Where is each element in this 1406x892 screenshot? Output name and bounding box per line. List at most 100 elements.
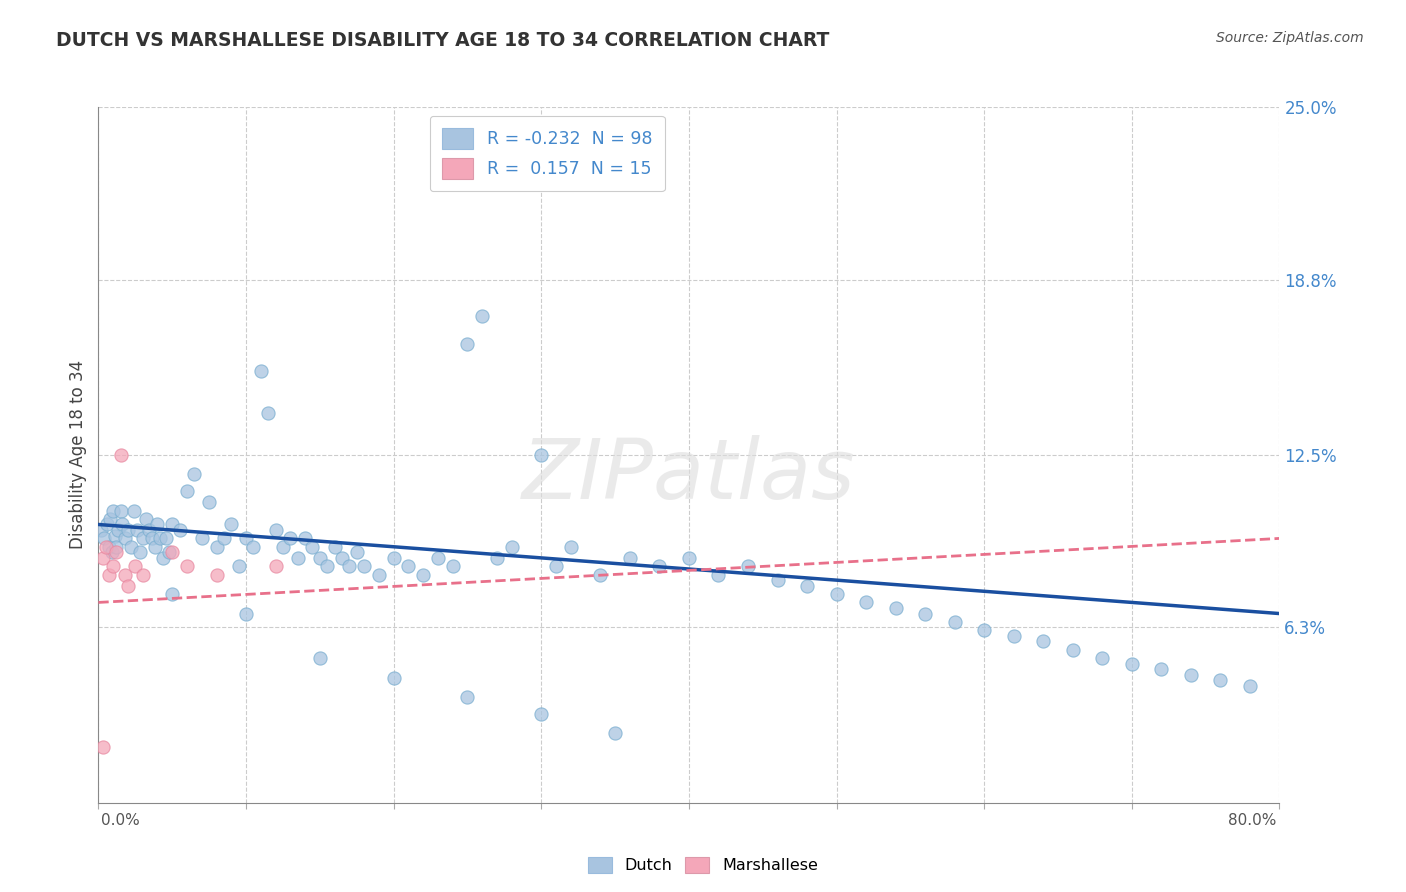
Point [219, 517, 242, 532]
Point [337, 559, 360, 574]
Point [98, 512, 121, 526]
Point [169, 523, 191, 537]
Point [707, 567, 730, 582]
Point [205, 540, 228, 554]
Point [117, 579, 139, 593]
Point [619, 550, 641, 565]
Point [105, 540, 128, 554]
Point [530, 706, 553, 721]
Point [589, 567, 612, 582]
Point [737, 559, 759, 574]
Point [155, 532, 177, 546]
Point [90, 523, 112, 537]
Point [141, 532, 163, 546]
Point [382, 671, 405, 685]
Point [471, 309, 494, 323]
Point [486, 550, 509, 565]
Point [648, 559, 671, 574]
Point [825, 587, 848, 601]
Point [111, 517, 134, 532]
Point [346, 545, 368, 559]
Point [103, 559, 125, 574]
Point [132, 532, 155, 546]
Point [125, 523, 148, 537]
Point [146, 517, 169, 532]
Point [605, 726, 627, 740]
Point [198, 495, 221, 509]
Point [105, 545, 128, 559]
Point [271, 540, 294, 554]
Point [138, 523, 160, 537]
Point [1209, 673, 1232, 688]
Text: 0.0%: 0.0% [101, 814, 141, 828]
Point [162, 545, 183, 559]
Point [560, 540, 582, 554]
Point [176, 559, 198, 574]
Point [114, 532, 136, 546]
Point [257, 406, 280, 420]
Point [191, 532, 214, 546]
Point [316, 559, 339, 574]
Text: 80.0%: 80.0% [1229, 814, 1277, 828]
Point [441, 559, 464, 574]
Point [176, 484, 198, 499]
Point [456, 690, 478, 704]
Point [1121, 657, 1143, 671]
Point [287, 550, 309, 565]
Point [205, 567, 228, 582]
Y-axis label: Disability Age 18 to 34: Disability Age 18 to 34 [69, 360, 87, 549]
Point [91, 550, 114, 565]
Point [1180, 667, 1202, 681]
Point [309, 550, 332, 565]
Text: Source: ZipAtlas.com: Source: ZipAtlas.com [1216, 31, 1364, 45]
Point [235, 532, 257, 546]
Point [250, 364, 273, 378]
Point [96, 517, 118, 532]
Legend: Dutch, Marshallese: Dutch, Marshallese [582, 850, 824, 880]
Point [124, 559, 146, 574]
Point [278, 532, 302, 546]
Point [104, 528, 127, 542]
Point [183, 467, 205, 482]
Point [1239, 679, 1261, 693]
Point [152, 550, 174, 565]
Point [766, 573, 789, 587]
Point [100, 545, 122, 559]
Point [107, 523, 129, 537]
Point [228, 559, 250, 574]
Point [132, 567, 155, 582]
Point [382, 550, 405, 565]
Point [427, 550, 450, 565]
Point [1150, 662, 1173, 676]
Point [97, 567, 120, 582]
Point [309, 651, 332, 665]
Point [94, 540, 117, 554]
Point [135, 512, 157, 526]
Point [235, 607, 257, 621]
Point [128, 545, 150, 559]
Point [110, 503, 132, 517]
Point [97, 540, 120, 554]
Point [212, 532, 235, 546]
Text: ZIPatlas: ZIPatlas [522, 435, 856, 516]
Point [162, 517, 183, 532]
Point [456, 336, 478, 351]
Point [294, 532, 316, 546]
Point [110, 448, 132, 462]
Point [143, 540, 166, 554]
Point [678, 550, 700, 565]
Point [544, 559, 567, 574]
Point [330, 550, 353, 565]
Point [264, 559, 287, 574]
Point [103, 503, 125, 517]
Point [530, 448, 553, 462]
Point [264, 523, 287, 537]
Point [973, 624, 995, 638]
Point [1002, 629, 1025, 643]
Point [323, 540, 346, 554]
Point [117, 523, 139, 537]
Point [396, 559, 419, 574]
Point [157, 545, 180, 559]
Point [149, 532, 172, 546]
Point [114, 567, 136, 582]
